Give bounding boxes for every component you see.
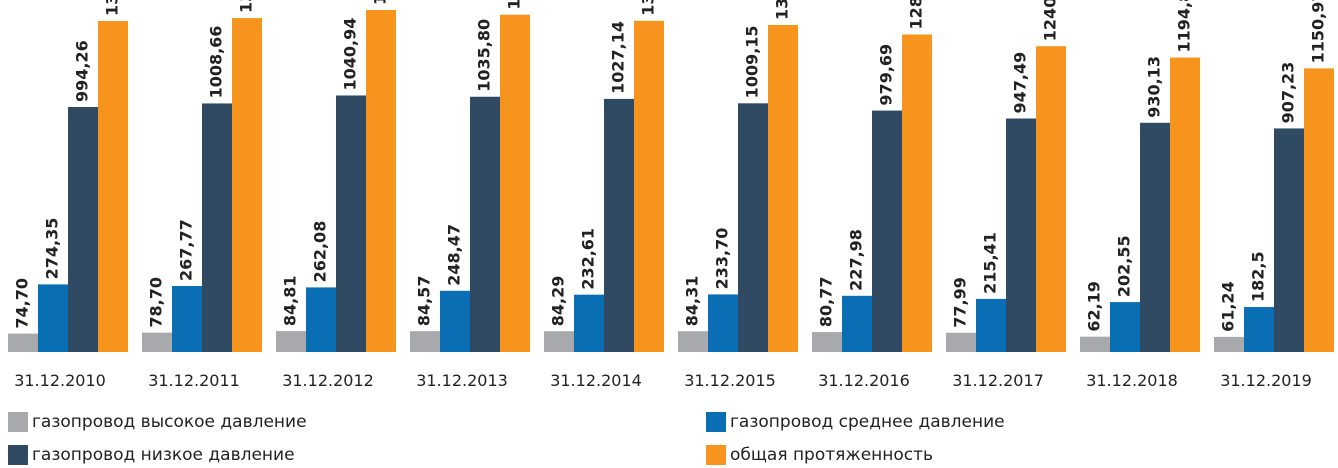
x-tick-label: 31.12.2016	[818, 371, 910, 390]
bar	[1110, 302, 1140, 352]
value-label: 1009,15	[743, 25, 762, 98]
bar	[902, 34, 932, 352]
legend-swatch	[8, 412, 28, 432]
bar	[306, 287, 336, 352]
value-label: 84,81	[281, 275, 300, 326]
bar	[98, 20, 128, 353]
x-tick-label: 31.12.2011	[148, 371, 240, 390]
bar	[142, 332, 172, 352]
legend-swatch	[706, 445, 726, 465]
value-label: 1027,14	[609, 21, 628, 94]
bar	[604, 98, 634, 352]
bar	[1170, 57, 1200, 352]
value-label: 1344,04	[639, 0, 658, 16]
legend-label: газопровод среднее давление	[730, 412, 1005, 432]
value-label: 84,57	[415, 276, 434, 327]
value-label: 1288,44	[907, 0, 926, 29]
value-label: 1327,16	[773, 0, 792, 20]
bar	[8, 333, 38, 352]
bar	[336, 95, 366, 353]
bar	[1140, 122, 1170, 352]
value-label: 1040,94	[341, 18, 360, 91]
bar	[410, 331, 440, 352]
bar	[976, 298, 1006, 352]
value-label: 61,24	[1219, 281, 1238, 332]
value-label: 947,49	[1011, 52, 1030, 114]
value-label: 979,69	[877, 44, 896, 106]
value-label: 1368,84	[505, 0, 524, 10]
bar	[470, 96, 500, 352]
bar	[500, 14, 530, 353]
value-label: 62,19	[1085, 281, 1104, 332]
value-label: 1355,13	[237, 0, 256, 13]
x-tick-label: 31.12.2014	[550, 371, 642, 390]
value-label: 248,47	[445, 224, 464, 286]
value-label: 1150,97	[1309, 0, 1328, 63]
bar	[366, 9, 396, 353]
legend-label: газопровод низкое давление	[32, 445, 295, 465]
value-label: 182,5	[1249, 251, 1268, 302]
bar	[1214, 336, 1244, 352]
legend-swatch	[706, 412, 726, 432]
bar	[872, 110, 902, 353]
bar	[276, 331, 306, 352]
value-label: 930,13	[1145, 56, 1164, 118]
bar	[1274, 128, 1304, 352]
x-tick-label: 31.12.2017	[952, 371, 1044, 390]
value-label: 267,77	[177, 219, 196, 281]
bar	[768, 24, 798, 352]
bar	[1080, 336, 1110, 352]
value-label: 262,08	[311, 221, 330, 283]
bar	[812, 332, 842, 352]
value-label: 1035,80	[475, 19, 494, 92]
x-tick-label: 31.12.2018	[1086, 371, 1178, 390]
bar	[1006, 118, 1036, 353]
value-label: 1008,66	[207, 26, 226, 99]
x-tick-label: 31.12.2010	[14, 371, 106, 390]
value-label: 1343,31	[103, 0, 122, 16]
bar	[544, 331, 574, 352]
bar	[946, 332, 976, 352]
bar	[68, 106, 98, 352]
bar	[708, 294, 738, 352]
value-label: 233,70	[713, 228, 732, 290]
bar	[678, 331, 708, 352]
value-label: 1387,83	[371, 0, 390, 5]
bar	[574, 294, 604, 352]
value-label: 1194,87	[1175, 0, 1194, 53]
x-tick-label: 31.12.2015	[684, 371, 776, 390]
value-label: 1240,89	[1041, 0, 1060, 41]
bar	[1304, 68, 1334, 353]
value-label: 84,31	[683, 276, 702, 327]
bar	[1036, 46, 1066, 352]
bar	[738, 103, 768, 352]
x-tick-label: 31.12.2013	[416, 371, 508, 390]
value-label: 232,61	[579, 228, 598, 290]
bar	[202, 103, 232, 353]
x-tick-label: 31.12.2019	[1220, 371, 1312, 390]
value-label: 202,55	[1115, 235, 1134, 297]
value-label: 77,99	[951, 277, 970, 328]
x-tick-label: 31.12.2012	[282, 371, 374, 390]
legend-label: газопровод высокое давление	[32, 412, 307, 432]
value-label: 215,41	[981, 232, 1000, 294]
value-label: 907,23	[1279, 62, 1298, 124]
value-label: 227,98	[847, 229, 866, 291]
value-label: 74,70	[13, 278, 32, 329]
value-label: 994,26	[73, 40, 92, 102]
value-label: 274,35	[43, 218, 62, 280]
value-label: 84,29	[549, 276, 568, 327]
bar	[172, 286, 202, 352]
bar	[232, 18, 262, 352]
bar	[634, 20, 664, 353]
legend-swatch	[8, 445, 28, 465]
bar	[440, 290, 470, 352]
value-label: 80,77	[817, 276, 836, 327]
bar	[842, 295, 872, 352]
bar	[38, 284, 68, 352]
value-label: 78,70	[147, 277, 166, 328]
bar	[1244, 307, 1274, 352]
legend-label: общая протяженность	[730, 445, 933, 465]
